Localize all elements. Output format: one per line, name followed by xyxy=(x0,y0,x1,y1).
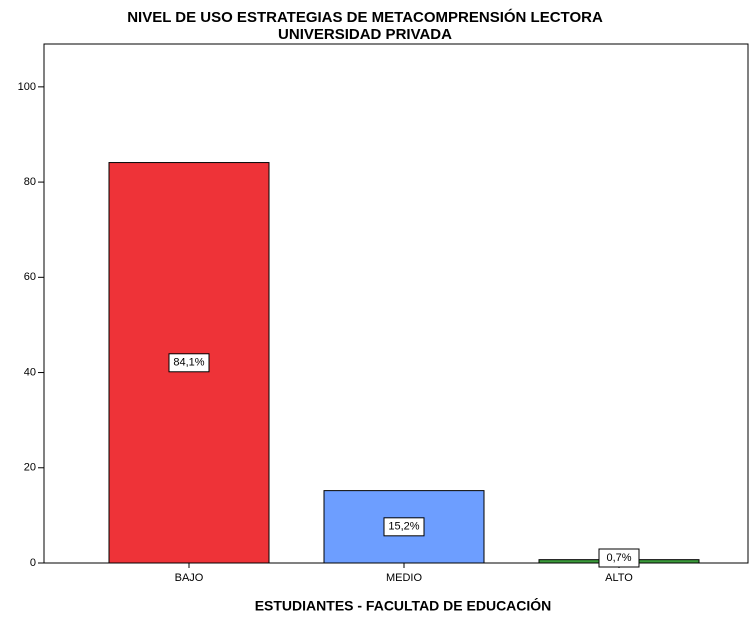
chart-title: NIVEL DE USO ESTRATEGIAS DE METACOMPRENS… xyxy=(127,8,603,26)
y-tick-label: 0 xyxy=(30,557,36,569)
value-label-box xyxy=(383,517,425,537)
x-tick-label: MEDIO xyxy=(386,572,423,584)
y-tick-label: 20 xyxy=(24,462,36,474)
value-label: 0,7% xyxy=(606,552,631,564)
value-label-box xyxy=(168,353,210,373)
y-tick-label: 60 xyxy=(24,271,36,283)
y-tick-label: 40 xyxy=(24,366,36,378)
value-label-box xyxy=(598,548,640,568)
x-tick-label: BAJO xyxy=(175,572,204,584)
value-label: 15,2% xyxy=(388,521,419,533)
chart-subtitle: UNIVERSIDAD PRIVADA xyxy=(278,26,452,43)
y-tick-label: 80 xyxy=(24,176,36,188)
x-tick-label: ALTO xyxy=(605,572,633,584)
x-axis-label: ESTUDIANTES - FACULTAD DE EDUCACIÓN xyxy=(255,597,552,614)
value-label: 84,1% xyxy=(173,357,204,369)
y-tick-label: 100 xyxy=(18,81,36,93)
